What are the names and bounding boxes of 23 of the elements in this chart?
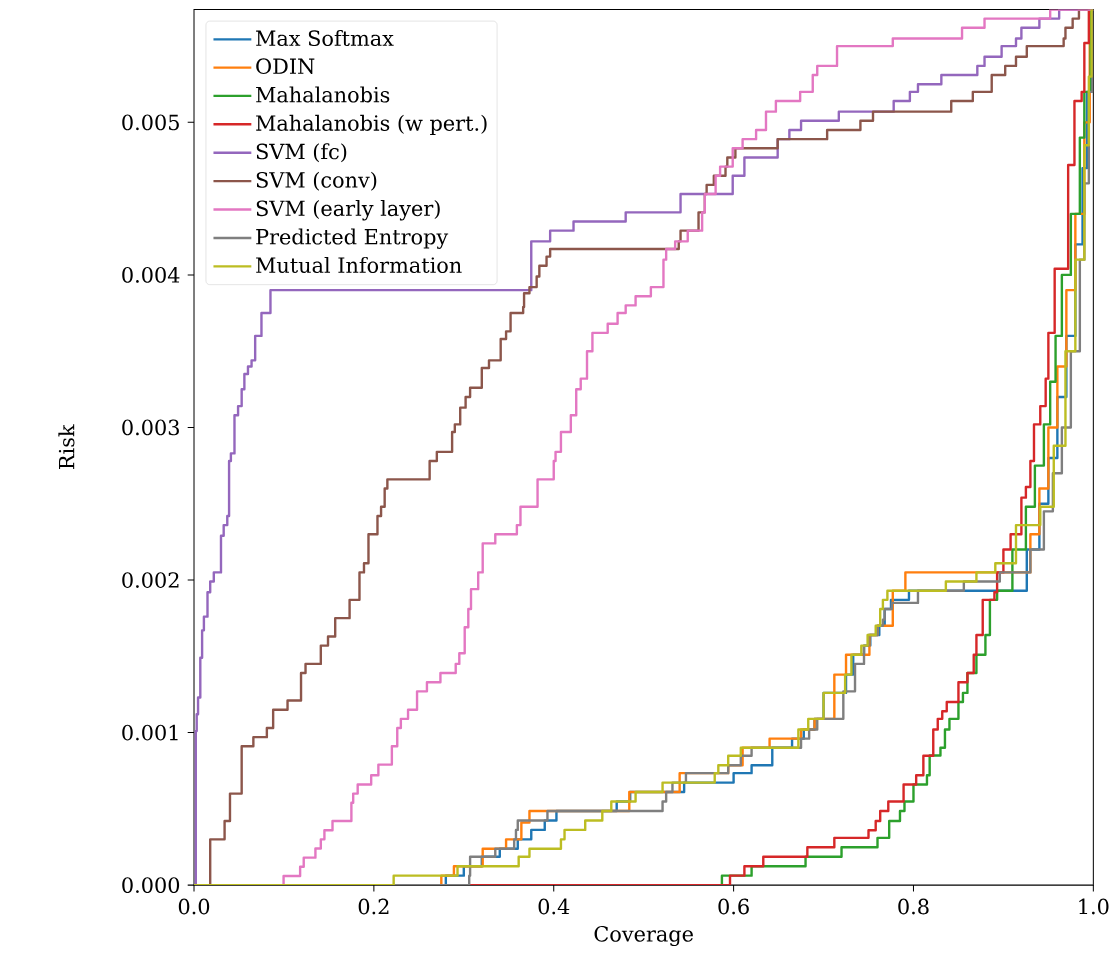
x-tick-label: 0.6 — [718, 898, 749, 915]
legend-label: Mahalanobis — [256, 86, 390, 103]
y-tick-label: 0.003 — [122, 419, 179, 436]
x-tick-label: 1.0 — [1079, 898, 1109, 915]
legend-label: Mutual Information — [256, 257, 462, 274]
y-tick-label: 0.004 — [122, 267, 180, 284]
y-tick-label: 0.000 — [122, 877, 180, 894]
x-tick-label: 0.0 — [178, 898, 210, 915]
legend-label: ODIN — [256, 58, 315, 75]
y-axis-title: Risk — [58, 424, 75, 470]
y-tick-label: 0.001 — [122, 724, 178, 741]
legend-label: SVM (early layer) — [256, 200, 440, 221]
x-axis-title: Coverage — [594, 926, 693, 947]
legend-label: Mahalanobis (w pert.) — [256, 115, 487, 136]
legend-label: SVM (fc) — [256, 143, 347, 163]
legend-label: Predicted Entropy — [256, 228, 449, 250]
y-tick-label: 0.005 — [122, 114, 179, 131]
x-tick-label: 0.4 — [538, 898, 570, 915]
y-tick-label: 0.002 — [122, 572, 179, 589]
x-tick-label: 0.8 — [898, 898, 929, 915]
legend-label: Max Softmax — [256, 30, 394, 47]
legend-label: SVM (conv) — [256, 171, 377, 191]
x-tick-label: 0.2 — [358, 898, 389, 915]
